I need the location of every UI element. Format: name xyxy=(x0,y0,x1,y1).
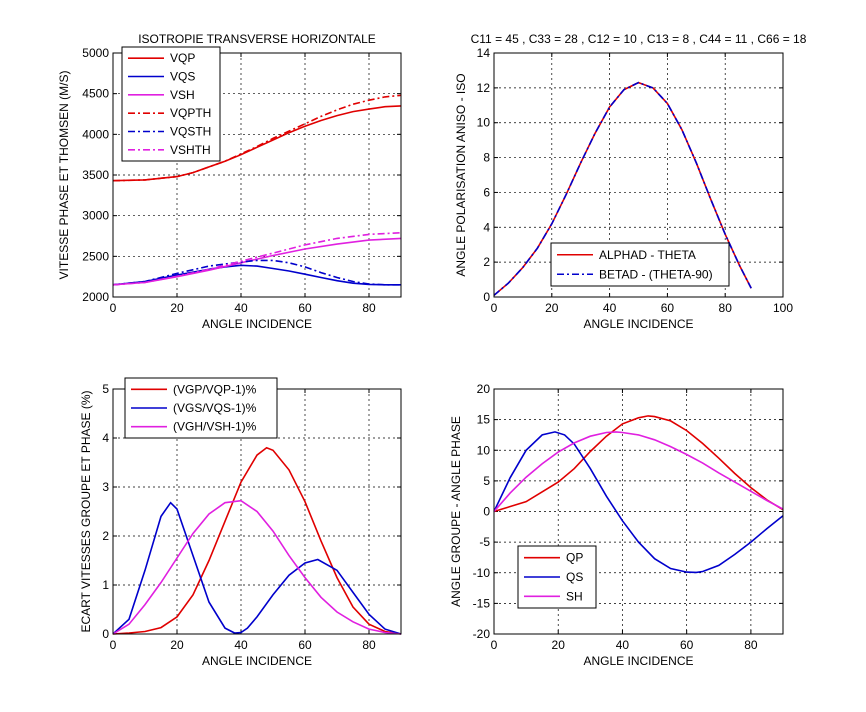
y-tick-label: 10 xyxy=(477,443,491,457)
x-tick-label: 40 xyxy=(234,301,248,315)
y-tick-label: 2000 xyxy=(82,290,109,304)
x-tick-label: 20 xyxy=(552,638,566,652)
legend-label: ALPHAD - THETA xyxy=(599,248,696,262)
legend-label: QS xyxy=(566,570,583,584)
x-tick-label: 60 xyxy=(298,638,312,652)
legend-label: SH xyxy=(566,589,583,603)
series-line-vgh-vsh-1 xyxy=(112,499,402,635)
y-tick-label: 0 xyxy=(483,290,490,304)
x-axis-label: ANGLE INCIDENCE xyxy=(583,317,693,331)
y-tick-label: -15 xyxy=(473,596,491,610)
series-line-betad-theta-90 xyxy=(493,81,752,296)
x-tick-label: 100 xyxy=(773,301,793,315)
x-tick-label: 60 xyxy=(298,301,312,315)
series-line-vqpth xyxy=(112,94,402,182)
legend: VQP VQS VSH VQPTH VQSTH VSHTH xyxy=(121,46,221,162)
y-tick-label: 4500 xyxy=(82,87,109,101)
legend-box xyxy=(121,46,221,162)
x-tick-label: 60 xyxy=(661,301,675,315)
y-tick-label: 6 xyxy=(483,185,490,199)
series-line-sh xyxy=(493,431,784,513)
y-tick-label: 2 xyxy=(102,529,109,543)
legend: ALPHAD - THETA BETAD - (THETA-90) xyxy=(550,242,730,287)
y-tick-label: -20 xyxy=(473,627,491,641)
legend-label: (VGS/VQS-1)% xyxy=(173,401,257,415)
legend-label: (VGH/VSH-1)% xyxy=(173,420,257,434)
y-tick-label: 3000 xyxy=(82,209,109,223)
y-tick-label: 4 xyxy=(483,220,490,234)
legend-label: VQSTH xyxy=(170,125,211,139)
y-tick-label: 5000 xyxy=(82,46,109,60)
y-tick-label: 0 xyxy=(483,505,490,519)
legend-label: BETAD - (THETA-90) xyxy=(599,267,713,281)
x-tick-label: 40 xyxy=(234,638,248,652)
plot-velocity-difference: 0 20 40 60 80 0 1 2 3 4 5 ANGLE INCIDENCE ECART VITE… xyxy=(79,377,402,668)
x-tick-label: 40 xyxy=(616,638,630,652)
y-tick-label: 10 xyxy=(477,116,491,130)
y-tick-label: 15 xyxy=(477,413,491,427)
x-tick-label: 80 xyxy=(744,638,758,652)
x-tick-label: 20 xyxy=(170,301,184,315)
series-line-vgs-vqs-1 xyxy=(112,501,402,635)
series-line-vqsth xyxy=(112,259,401,286)
series-line-qp xyxy=(493,415,784,513)
y-tick-label: 2 xyxy=(483,255,490,269)
legend-label: VQPTH xyxy=(170,106,211,120)
y-axis-label: ANGLE POLARISATION ANISO - ISO xyxy=(454,73,468,276)
y-tick-label: 20 xyxy=(477,382,491,396)
plot-frame xyxy=(493,388,784,635)
chart-title: C11 = 45 , C33 = 28 , C12 = 10 , C13 = 8… xyxy=(471,32,807,46)
x-tick-label: 0 xyxy=(491,301,498,315)
series-line-qs xyxy=(493,431,784,574)
x-tick-label: 0 xyxy=(110,301,117,315)
x-tick-label: 80 xyxy=(719,301,733,315)
y-tick-label: 3500 xyxy=(82,168,109,182)
x-tick-label: 0 xyxy=(491,638,498,652)
x-tick-label: 60 xyxy=(680,638,694,652)
plot-phase-velocity: 0 20 40 60 80 2000 2500 3000 3500 4000 4500 5000 ISO… xyxy=(57,32,402,331)
y-tick-label: 3 xyxy=(102,480,109,494)
legend-label: VQS xyxy=(170,70,195,84)
x-axis-label: ANGLE INCIDENCE xyxy=(202,317,312,331)
y-tick-label: 5 xyxy=(102,382,109,396)
legend-box xyxy=(550,242,730,287)
legend: (VGP/VQP-1)% (VGS/VQS-1)% (VGH/VSH-1)% xyxy=(124,377,278,439)
x-tick-label: 20 xyxy=(545,301,559,315)
y-tick-label: 4000 xyxy=(82,127,109,141)
legend-label: VSHTH xyxy=(170,143,211,157)
legend-label: QP xyxy=(566,551,583,565)
y-axis-label: ECART VITESSES GROUPE ET PHASE (%) xyxy=(79,390,93,632)
series-line-vshth xyxy=(112,231,402,286)
x-axis-label: ANGLE INCIDENCE xyxy=(583,654,693,668)
y-tick-label: 0 xyxy=(102,627,109,641)
y-tick-label: 8 xyxy=(483,151,490,165)
x-axis-label: ANGLE INCIDENCE xyxy=(202,654,312,668)
y-tick-label: -10 xyxy=(473,566,491,580)
plot-frame xyxy=(112,52,402,298)
y-axis-label: ANGLE GROUPE - ANGLE PHASE xyxy=(449,416,463,607)
x-tick-label: 80 xyxy=(362,638,376,652)
x-tick-label: 0 xyxy=(110,638,117,652)
plot-group-phase-angle: 0 20 40 60 80 -20 -15 -10 -5 0 5 10 15 20 ANGLE INCIDE… xyxy=(449,382,784,668)
series-line-vgp-vqp-1 xyxy=(112,446,402,635)
legend-label: VQP xyxy=(170,51,195,65)
y-tick-label: 1 xyxy=(102,578,109,592)
y-tick-label: 4 xyxy=(102,431,109,445)
legend-label: VSH xyxy=(170,88,195,102)
legend-label: (VGP/VQP-1)% xyxy=(173,382,257,396)
y-axis-label: VITESSE PHASE ET THOMSEN (M/S) xyxy=(57,71,71,280)
x-tick-label: 20 xyxy=(170,638,184,652)
x-tick-label: 80 xyxy=(362,301,376,315)
plot-frame xyxy=(493,52,784,298)
y-tick-label: -5 xyxy=(479,535,490,549)
chart-title: ISOTROPIE TRANSVERSE HORIZONTALE xyxy=(138,32,376,46)
y-tick-label: 5 xyxy=(483,474,490,488)
y-tick-label: 14 xyxy=(477,46,491,60)
legend: QP QS SH xyxy=(517,545,597,609)
y-tick-label: 12 xyxy=(477,81,491,95)
x-tick-label: 40 xyxy=(603,301,617,315)
y-tick-label: 2500 xyxy=(82,249,109,263)
